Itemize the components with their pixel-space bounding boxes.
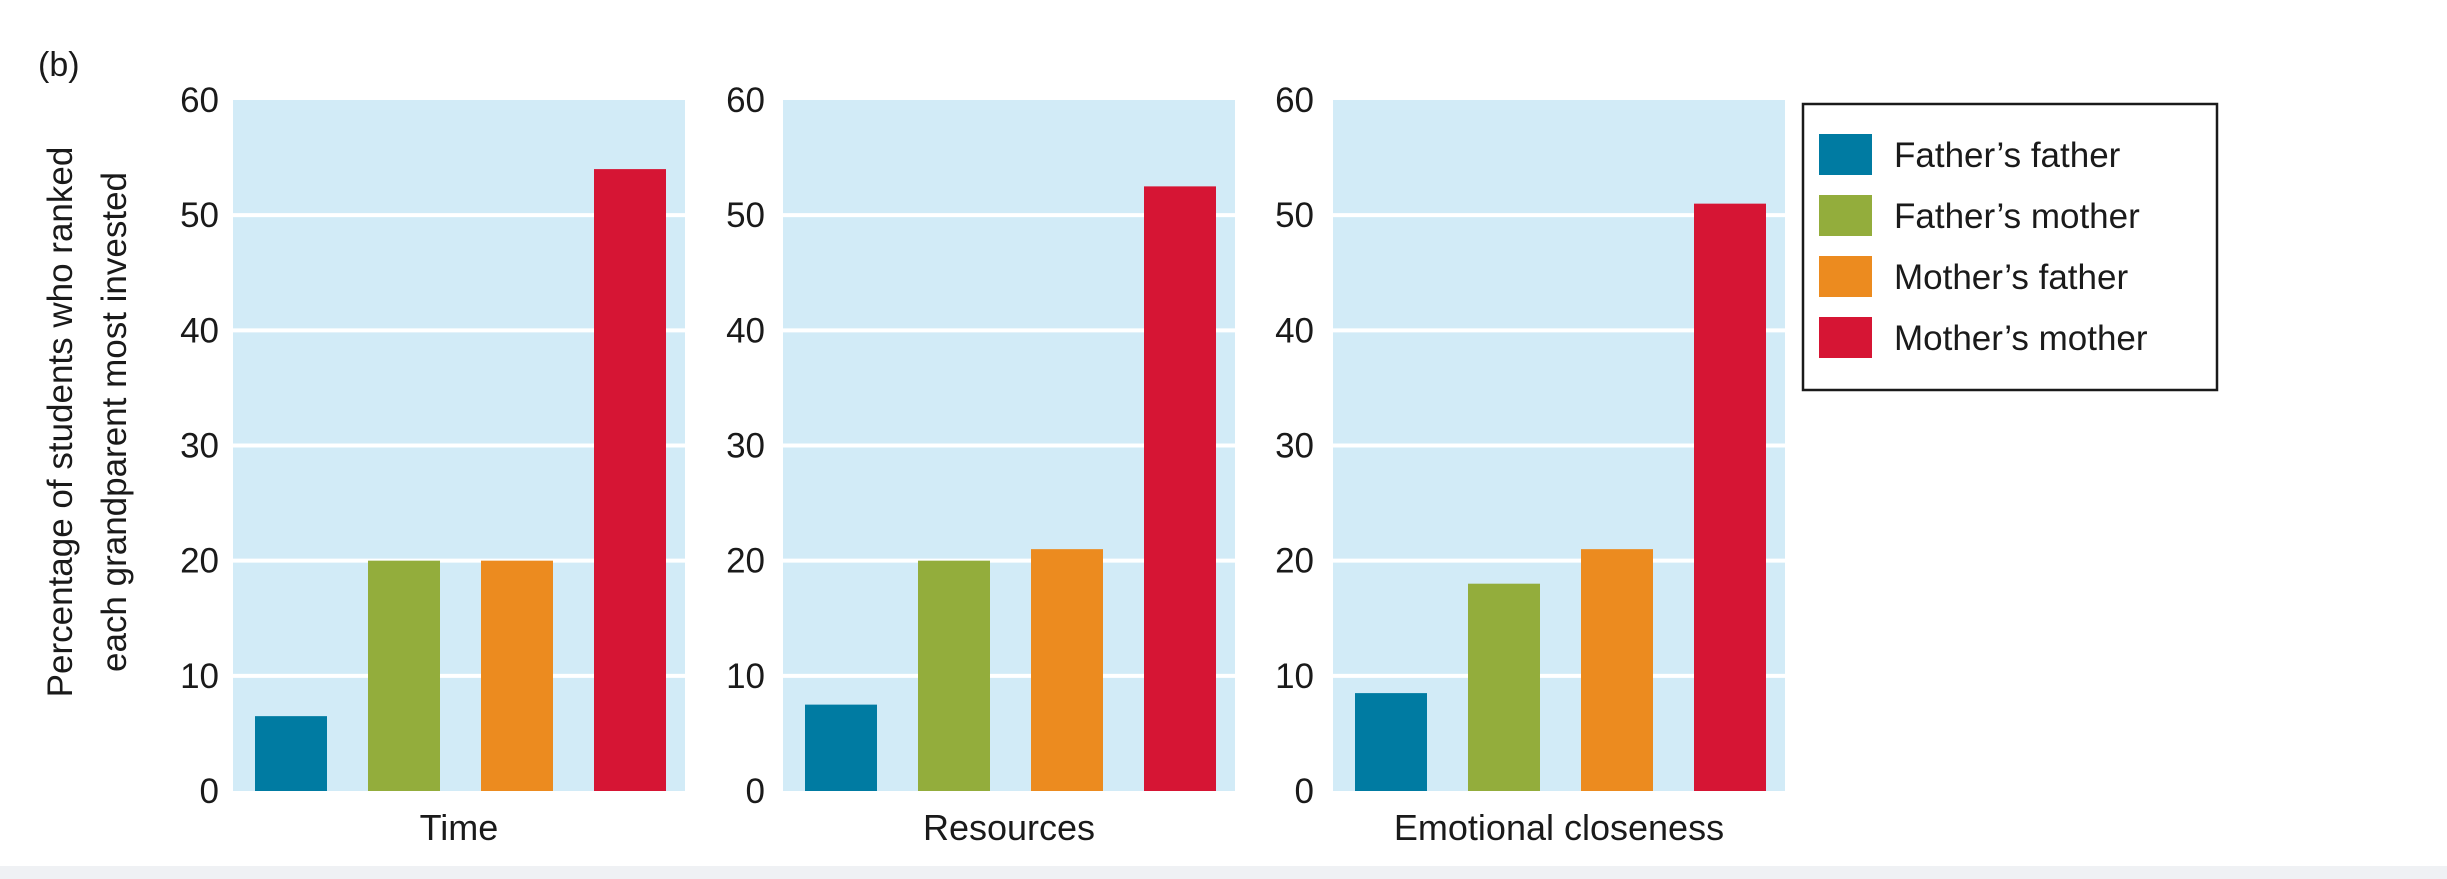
y-tick-label: 50 <box>180 196 219 235</box>
bar-3 <box>1581 549 1653 791</box>
chart-panel-3: 0 10 20 30 40 50 60 Emotional closeness <box>1275 81 1785 848</box>
y-tick-label: 50 <box>1275 196 1314 235</box>
bar-4 <box>1694 203 1766 791</box>
legend-label-3: Mother’s father <box>1894 258 2128 297</box>
bar-4 <box>1144 186 1216 791</box>
chart-panels: 0102030405060Time0102030405060Resources0… <box>180 81 1785 848</box>
bar-1 <box>1355 693 1427 791</box>
legend-swatch-3 <box>1819 256 1872 297</box>
y-tick-label: 20 <box>1275 542 1314 581</box>
y-tick-label: 60 <box>1275 81 1314 120</box>
y-tick-label: 10 <box>1275 657 1314 696</box>
y-tick-label: 10 <box>180 657 219 696</box>
y-tick-label: 0 <box>746 772 765 811</box>
y-tick-label: 40 <box>726 311 765 350</box>
legend: Father’s father Father’s mother Mother’s f… <box>1801 102 2219 392</box>
bar-4 <box>594 169 666 792</box>
x-axis-label: Resources <box>923 807 1095 848</box>
bar-2 <box>918 560 990 791</box>
y-tick-label: 40 <box>1275 311 1314 350</box>
y-tick-label: 20 <box>726 542 765 581</box>
legend-label-2: Father’s mother <box>1894 197 2140 236</box>
x-axis-label: Time <box>420 807 499 848</box>
legend-label-1: Father’s father <box>1894 136 2121 175</box>
y-tick-label: 50 <box>726 196 765 235</box>
y-tick-label: 0 <box>1295 772 1314 811</box>
y-tick-label: 10 <box>726 657 765 696</box>
y-tick-label: 40 <box>180 311 219 350</box>
legend-swatch-4 <box>1819 317 1872 358</box>
bar-2 <box>368 560 440 791</box>
legend-swatch-1 <box>1819 134 1872 175</box>
legend-label-4: Mother’s mother <box>1894 319 2148 358</box>
panel-label: (b) <box>38 46 80 84</box>
bottom-strip <box>0 866 2447 879</box>
y-axis-label-line-2: each grandparent most invested <box>95 172 134 672</box>
bar-3 <box>1031 549 1103 791</box>
chart-panel-2: 0 10 20 30 40 50 60 Resources <box>726 81 1235 848</box>
bar-1 <box>255 716 327 791</box>
legend-swatch-2 <box>1819 195 1872 236</box>
chart-panel-1: 0 10 20 30 40 50 60 Time <box>180 81 685 848</box>
y-tick-label: 30 <box>1275 427 1314 466</box>
bar-2 <box>1468 583 1540 791</box>
bar-1 <box>805 704 877 791</box>
x-axis-label: Emotional closeness <box>1394 807 1724 848</box>
y-axis-label-line-1: Percentage of students who ranked <box>41 147 80 698</box>
y-tick-label: 60 <box>180 81 219 120</box>
y-tick-label: 20 <box>180 542 219 581</box>
y-tick-label: 0 <box>200 772 219 811</box>
bar-3 <box>481 560 553 791</box>
y-tick-label: 60 <box>726 81 765 120</box>
y-tick-label: 30 <box>180 427 219 466</box>
y-tick-label: 30 <box>726 427 765 466</box>
